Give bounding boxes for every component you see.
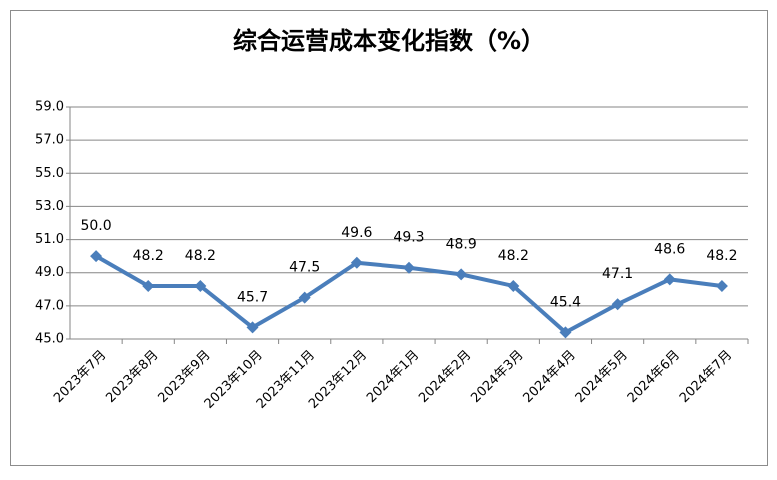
y-tick-label: 53.0 bbox=[35, 199, 64, 214]
data-marker bbox=[298, 291, 311, 304]
y-tick-label: 59.0 bbox=[35, 100, 64, 115]
data-label: 49.6 bbox=[341, 225, 372, 241]
data-marker bbox=[663, 273, 676, 286]
data-label: 45.4 bbox=[550, 294, 581, 310]
data-marker bbox=[246, 321, 259, 334]
data-marker bbox=[611, 298, 624, 311]
data-marker bbox=[455, 268, 468, 281]
data-label: 48.2 bbox=[133, 248, 164, 264]
data-label: 47.1 bbox=[602, 266, 633, 282]
y-tick-label: 57.0 bbox=[35, 133, 64, 148]
chart-title: 综合运营成本变化指数（%） bbox=[233, 27, 545, 55]
y-tick-label: 45.0 bbox=[35, 332, 64, 347]
data-label: 45.7 bbox=[237, 289, 268, 305]
data-label: 48.2 bbox=[706, 248, 737, 264]
data-marker bbox=[90, 250, 103, 263]
y-tick-label: 55.0 bbox=[35, 166, 64, 181]
data-label: 48.9 bbox=[446, 236, 477, 252]
data-label: 48.2 bbox=[185, 248, 216, 264]
data-label: 48.2 bbox=[498, 248, 529, 264]
data-marker bbox=[403, 261, 415, 274]
data-marker bbox=[715, 279, 728, 292]
chart-border bbox=[10, 10, 768, 466]
data-label: 48.6 bbox=[654, 241, 685, 257]
data-marker bbox=[194, 279, 207, 292]
y-tick-label: 49.0 bbox=[35, 265, 64, 280]
data-marker bbox=[142, 279, 155, 292]
data-label: 49.3 bbox=[393, 230, 424, 246]
data-label: 50.0 bbox=[80, 218, 111, 234]
data-label: 47.5 bbox=[289, 260, 320, 276]
y-tick-label: 47.0 bbox=[35, 298, 64, 313]
data-marker bbox=[507, 279, 520, 292]
data-marker bbox=[350, 256, 363, 269]
y-tick-label: 51.0 bbox=[35, 232, 64, 247]
data-marker bbox=[559, 326, 572, 339]
